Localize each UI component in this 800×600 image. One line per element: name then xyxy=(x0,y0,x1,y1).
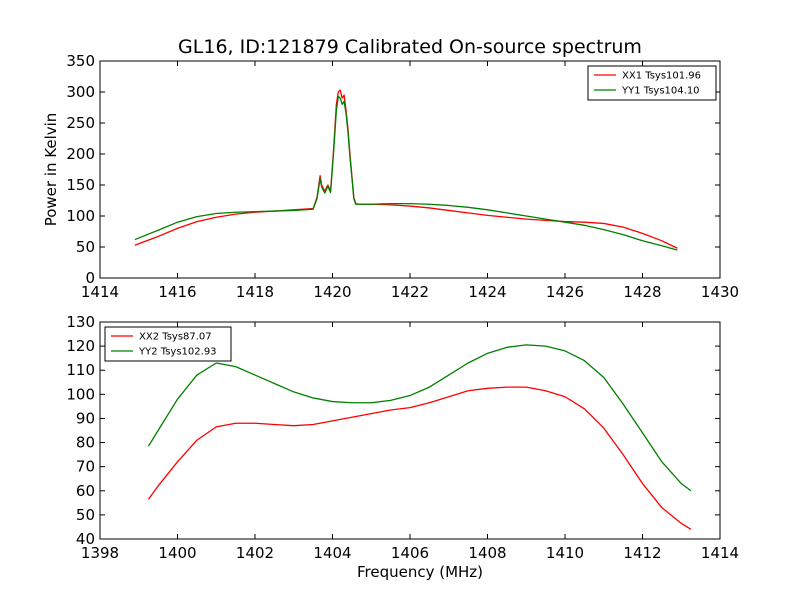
y-tick-label: 50 xyxy=(76,506,95,524)
x-tick-label: 1428 xyxy=(623,283,661,301)
x-tick-label: 1400 xyxy=(158,544,196,562)
y-tick-label: 120 xyxy=(66,337,95,355)
x-tick-label: 1422 xyxy=(391,283,429,301)
y-tick-label: 80 xyxy=(76,434,95,452)
legend-panel2: XX2 Tsys87.07 YY2 Tsys102.93 xyxy=(104,326,232,362)
legend-entry-label: XX2 Tsys87.07 xyxy=(139,332,212,343)
y-tick-label: 100 xyxy=(66,207,95,225)
x-tick-label: 1414 xyxy=(81,283,119,301)
y-tick-label: 50 xyxy=(76,238,95,256)
y-tick-label: 150 xyxy=(66,176,95,194)
y-tick-label: 0 xyxy=(85,269,95,287)
x-tick-label: 1418 xyxy=(236,283,274,301)
y-tick-label: 60 xyxy=(76,482,95,500)
x-tick-label: 1416 xyxy=(158,283,196,301)
y-tick-label: 100 xyxy=(66,385,95,403)
y-tick-label: 90 xyxy=(76,409,95,427)
x-tick-label: 1424 xyxy=(468,283,506,301)
y-tick-label: 200 xyxy=(66,145,95,163)
series-line-yy-panel1 xyxy=(134,95,678,251)
chart-title: GL16, ID:121879 Calibrated On-source spe… xyxy=(178,36,642,58)
series-line-yy-panel2 xyxy=(147,344,692,492)
legend-box xyxy=(104,326,232,362)
x-tick-label: 1404 xyxy=(313,544,351,562)
legend-entry-label: YY2 Tsys102.93 xyxy=(138,347,217,358)
x-tick-label: 1426 xyxy=(546,283,584,301)
y-tick-label: 70 xyxy=(76,458,95,476)
x-tick-label: 1398 xyxy=(81,544,119,562)
top-plot: 1414 1416 1418 1420 1422 1424 1426 1428 1430 0 50 1… xyxy=(42,52,739,301)
legend-entry-label: YY1 Tsys104.10 xyxy=(621,86,700,97)
x-tick-label: 1430 xyxy=(701,283,739,301)
y-tick-label: 40 xyxy=(76,530,95,548)
y-axis-label: Power in Kelvin xyxy=(42,113,60,227)
x-tick-label: 1420 xyxy=(313,283,351,301)
y-tick-label: 350 xyxy=(66,52,95,70)
y-tick-label: 130 xyxy=(66,313,95,331)
x-tick-label: 1406 xyxy=(391,544,429,562)
y-tick-label: 300 xyxy=(66,83,95,101)
bottom-plot: 1398 1400 1402 1404 1406 1408 1410 1412 1414 40 50… xyxy=(66,313,739,581)
legend-box xyxy=(587,65,717,101)
y-tick-label: 250 xyxy=(66,114,95,132)
legend-entry-label: XX1 Tsys101.96 xyxy=(622,71,701,82)
x-tick-label: 1410 xyxy=(546,544,584,562)
series-line-xx-panel2 xyxy=(147,386,692,530)
x-tick-label: 1412 xyxy=(623,544,661,562)
y-tick-label: 110 xyxy=(66,361,95,379)
legend-panel1: XX1 Tsys101.96 YY1 Tsys104.10 xyxy=(587,65,717,101)
x-tick-label: 1414 xyxy=(701,544,739,562)
x-tick-label: 1408 xyxy=(468,544,506,562)
x-tick-label: 1402 xyxy=(236,544,274,562)
x-axis-label: Frequency (MHz) xyxy=(357,563,483,581)
